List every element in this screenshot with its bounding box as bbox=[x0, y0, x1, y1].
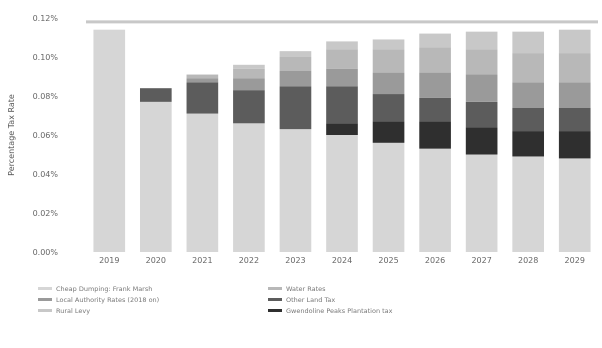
legend-label: Cheap Dumping: Frank Marsh bbox=[56, 284, 153, 293]
y-tick-label: 0.08% bbox=[33, 92, 59, 101]
bar-segment bbox=[372, 121, 405, 143]
x-tick-label: 2022 bbox=[239, 256, 259, 265]
bar-segment bbox=[558, 82, 591, 108]
legend-label: Gwendoline Peaks Plantation tax bbox=[286, 306, 393, 315]
bar-segment bbox=[558, 107, 591, 132]
bar-segment bbox=[512, 53, 545, 83]
bar-segment bbox=[279, 86, 312, 130]
y-tick-label: 0.02% bbox=[33, 209, 59, 218]
bar-segment bbox=[465, 127, 498, 155]
bar-segment bbox=[558, 131, 591, 159]
bar-segment bbox=[233, 68, 265, 79]
bar-segment bbox=[512, 31, 545, 54]
legend-swatch bbox=[38, 298, 52, 301]
bar-segment bbox=[139, 101, 172, 252]
bar-segment bbox=[512, 82, 545, 108]
legend-item: Cheap Dumping: Frank Marsh bbox=[38, 284, 152, 293]
legend-swatch bbox=[268, 287, 282, 290]
bar-segment bbox=[186, 113, 219, 252]
x-tick-label: 2023 bbox=[285, 256, 305, 265]
bar-segment bbox=[233, 64, 265, 69]
bar-segment bbox=[419, 47, 451, 73]
legend-swatch bbox=[268, 298, 282, 301]
bar-segment bbox=[465, 31, 498, 50]
x-tick-label: 2021 bbox=[192, 256, 212, 265]
bar-segment bbox=[93, 29, 126, 253]
bar-segment bbox=[279, 51, 312, 57]
bar-segment bbox=[372, 142, 405, 252]
legend-label: Other Land Tax bbox=[286, 295, 336, 304]
legend-item: Other Land Tax bbox=[268, 295, 335, 304]
bar-segment bbox=[279, 129, 312, 252]
bar-segment bbox=[186, 82, 219, 114]
x-tick-label: 2024 bbox=[332, 256, 352, 265]
bar-segment bbox=[372, 72, 405, 95]
legend-swatch bbox=[268, 309, 282, 312]
bar-segment bbox=[326, 86, 358, 124]
bar-segment bbox=[279, 70, 312, 87]
bar-segment bbox=[465, 101, 498, 128]
legend-item: Rural Levy bbox=[38, 306, 90, 315]
legend-label: Water Rates bbox=[286, 284, 326, 293]
bar-segment bbox=[465, 154, 498, 252]
y-tick-label: 0.04% bbox=[33, 170, 59, 179]
x-tick-label: 2028 bbox=[518, 256, 538, 265]
bar-segment bbox=[419, 148, 451, 252]
bar-segment bbox=[139, 88, 172, 102]
y-tick-label: 0.10% bbox=[33, 53, 59, 62]
bar-segment bbox=[512, 107, 545, 132]
bar-segment bbox=[372, 94, 405, 122]
y-tick-label: 0.12% bbox=[33, 14, 59, 23]
x-tick-label: 2026 bbox=[425, 256, 445, 265]
legend-item: Gwendoline Peaks Plantation tax bbox=[268, 306, 393, 315]
legend-label: Rural Levy bbox=[56, 306, 91, 315]
y-tick-label: 0.00% bbox=[33, 248, 59, 257]
bar-segment bbox=[419, 33, 451, 48]
bar-segment bbox=[465, 49, 498, 75]
x-tick-label: 2020 bbox=[146, 256, 166, 265]
y-axis-label: Percentage Tax Rate bbox=[7, 94, 16, 176]
x-tick-label: 2019 bbox=[99, 256, 119, 265]
bar-segment bbox=[558, 53, 591, 83]
bar-segment bbox=[326, 135, 358, 252]
legend-label: Local Authority Rates (2018 on) bbox=[56, 295, 160, 304]
x-tick-label: 2029 bbox=[565, 256, 585, 265]
legend-item: Water Rates bbox=[268, 284, 326, 293]
chart-legend: Cheap Dumping: Frank Marsh Local Authorit… bbox=[38, 284, 598, 346]
legend-swatch bbox=[38, 287, 52, 290]
bar-segment bbox=[186, 78, 219, 83]
bar-segment bbox=[233, 90, 265, 124]
legend-item: Local Authority Rates (2018 on) bbox=[38, 295, 159, 304]
bar-segment bbox=[465, 74, 498, 102]
bar-segment bbox=[233, 78, 265, 91]
bar-segment bbox=[326, 123, 358, 135]
bar-segment bbox=[558, 29, 591, 54]
bar-segment bbox=[558, 158, 591, 252]
bar-segment bbox=[419, 97, 451, 122]
bar-segment bbox=[326, 68, 358, 87]
bar-segment bbox=[186, 74, 219, 79]
legend-swatch bbox=[38, 309, 52, 312]
bar-segment bbox=[279, 57, 312, 71]
bar-segment bbox=[233, 123, 265, 252]
bar-segment bbox=[512, 131, 545, 157]
bar-segment bbox=[326, 49, 358, 69]
x-tick-label: 2027 bbox=[471, 256, 491, 265]
bar-segment bbox=[419, 121, 451, 149]
bar-segment bbox=[372, 39, 405, 50]
bar-segment bbox=[372, 49, 405, 73]
bar-segment bbox=[419, 72, 451, 98]
y-tick-label: 0.06% bbox=[33, 131, 59, 140]
x-tick-label: 2025 bbox=[378, 256, 398, 265]
bar-segment bbox=[326, 41, 358, 50]
bar-segment bbox=[512, 156, 545, 252]
